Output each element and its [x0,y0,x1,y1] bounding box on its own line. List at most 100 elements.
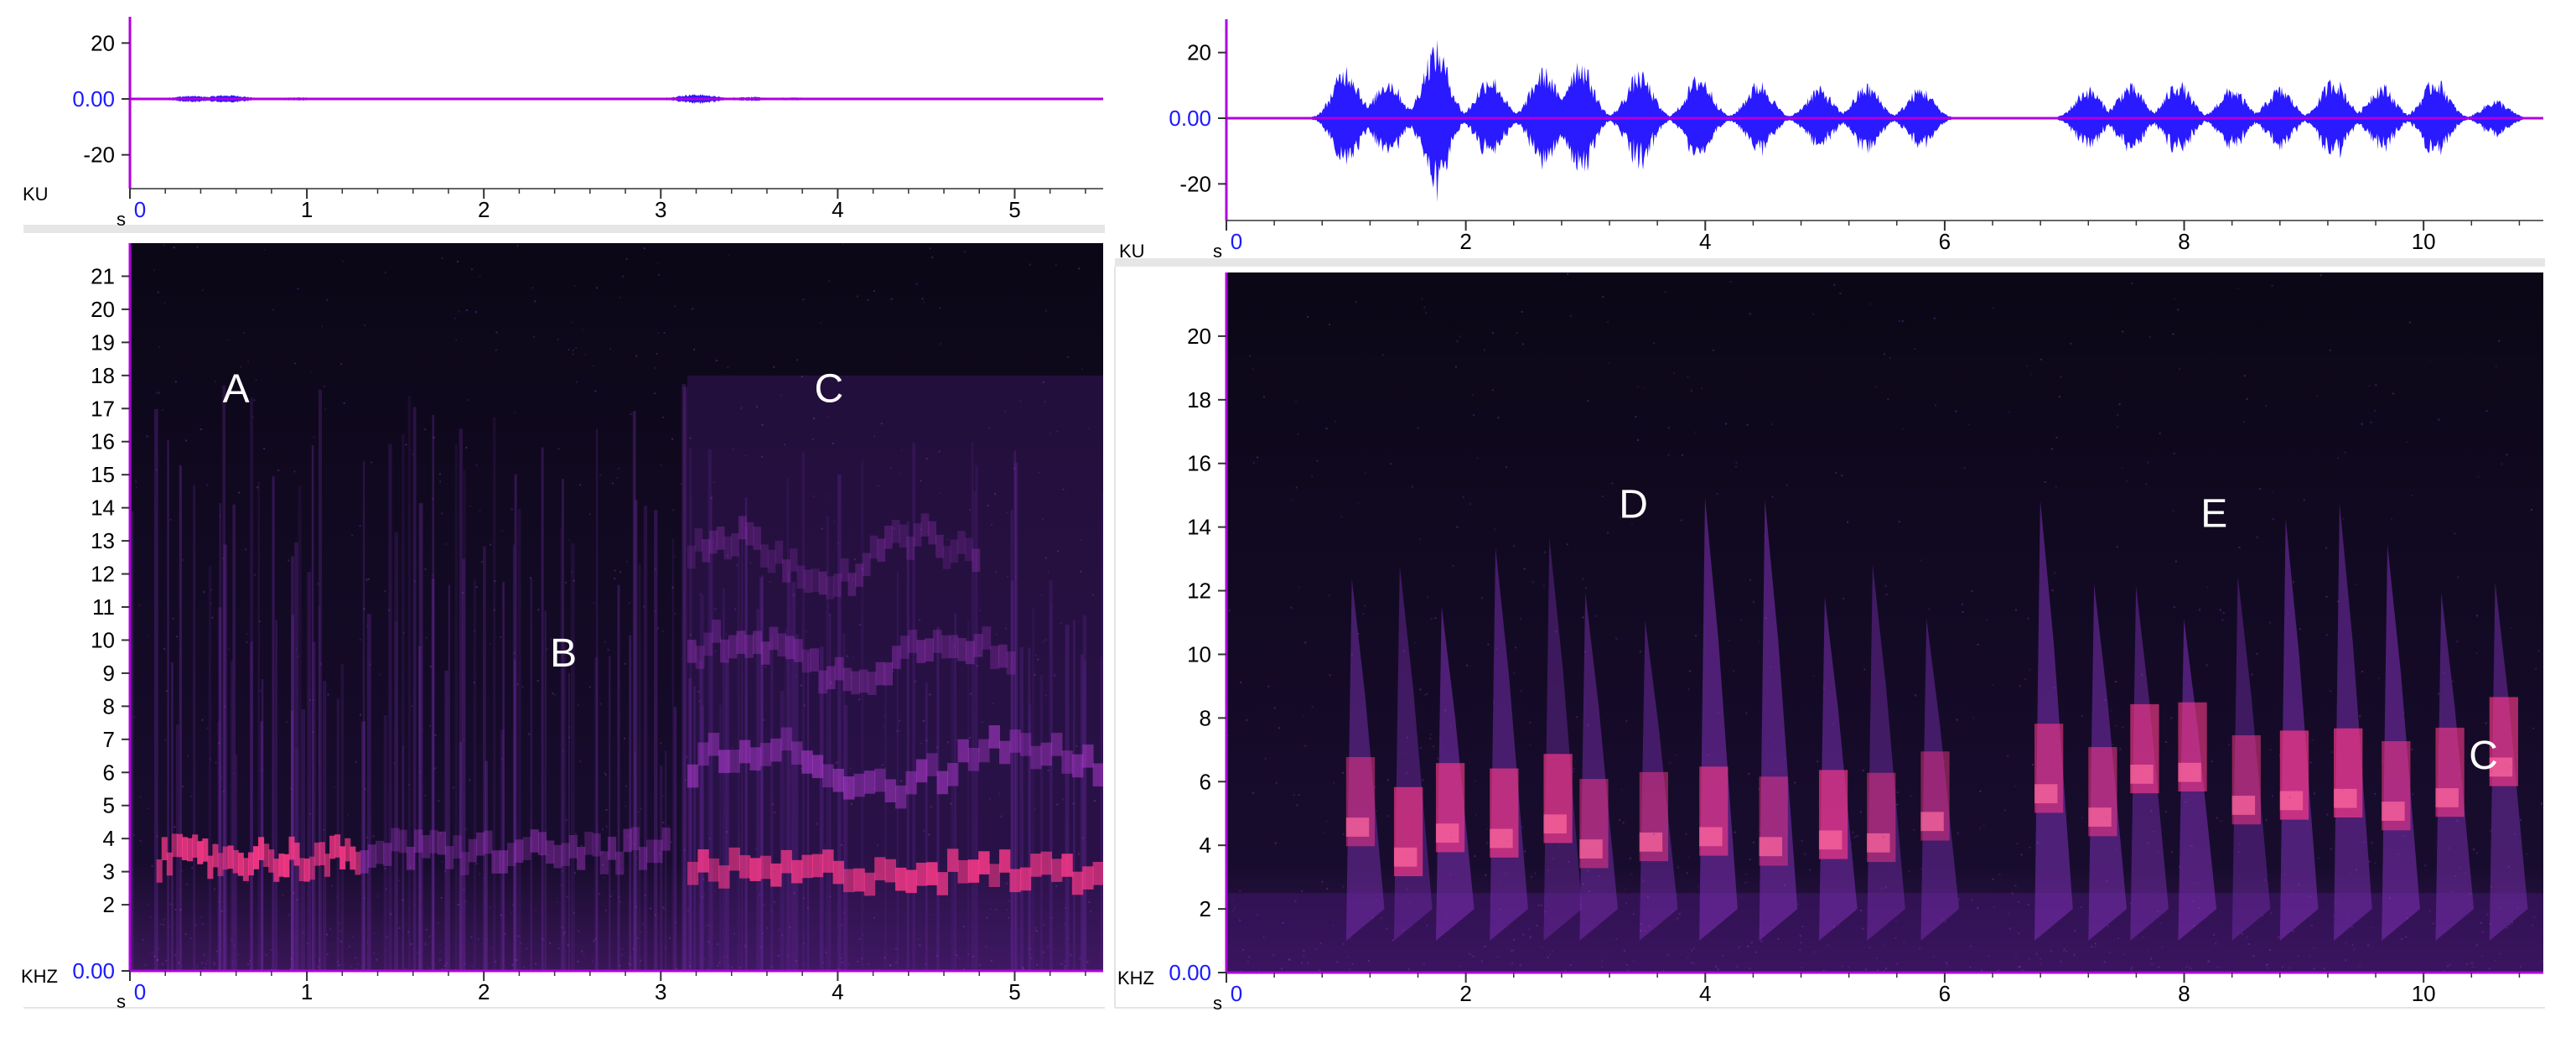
noise-speckle [938,450,941,453]
syllable-core [1543,814,1567,834]
noise-speckle [1879,791,1882,793]
noise-speckle [734,608,737,610]
harmonic-band [847,573,857,596]
noise-speckle [1882,836,1884,838]
noise-speckle [2508,865,2511,868]
noise-speckle [1887,398,1889,401]
harmonic-band [334,834,341,858]
transient-streak [632,411,636,971]
noise-speckle [219,516,221,518]
noise-speckle [1625,964,1628,967]
transient-streak [179,464,183,971]
noise-speckle [1495,647,1498,650]
noise-speckle [1247,960,1249,963]
syllable-core [1920,812,1944,832]
noise-speckle [464,828,467,830]
noise-speckle [1770,666,1772,668]
harmonic-band [355,851,361,875]
noise-speckle [2261,914,2263,916]
noise-speckle [1296,804,1298,807]
noise-speckle [490,906,492,909]
noise-speckle [251,416,254,418]
harmonic-band [687,764,699,788]
noise-speckle [986,916,988,919]
noise-speckle [620,953,623,956]
noise-speckle [1365,854,1367,857]
noise-speckle [1992,684,1994,687]
harmonic-band [702,538,711,563]
noise-speckle [373,932,376,935]
harmonic-band [537,832,547,855]
transient-streak [629,635,632,971]
noise-speckle [1029,874,1032,877]
noise-speckle [324,407,327,410]
noise-speckle [2044,480,2046,483]
harmonic-band [383,843,392,866]
transient-streak [193,485,196,971]
noise-speckle [2271,284,2273,287]
noise-speckle [2158,966,2160,968]
x-tick-label: 3 [655,979,666,1004]
noise-speckle [317,583,319,585]
noise-speckle [2494,959,2496,962]
noise-speckle [584,353,587,355]
noise-speckle [1619,516,1621,519]
noise-speckle [2469,893,2471,895]
x-tick-label: 6 [1939,229,1951,254]
noise-speckle [385,950,387,952]
noise-speckle [297,288,299,290]
noise-speckle [2480,921,2483,924]
noise-speckle [660,742,662,745]
noise-speckle [2156,910,2159,912]
noise-speckle [723,957,725,959]
noise-speckle [2288,967,2291,969]
noise-speckle [583,954,585,957]
harmonic-band [1009,729,1021,753]
noise-speckle [730,966,733,968]
transient-streak [884,664,887,971]
harmonic-band [429,830,438,854]
noise-speckle [2205,664,2208,667]
transient-streak [936,626,940,971]
noise-speckle [1068,880,1070,882]
noise-speckle [1832,722,1834,724]
noise-speckle [1739,895,1742,897]
noise-speckle [363,608,365,610]
noise-speckle [1721,954,1723,957]
harmonic-band [695,646,705,669]
syllable-core [1818,830,1843,850]
transient-streak [261,679,264,971]
harmonic-band [862,553,871,577]
harmonic-band [166,852,173,876]
noise-speckle [1615,636,1617,639]
harmonic-band [793,639,803,662]
noise-speckle [2115,724,2117,727]
noise-speckle [2439,786,2441,788]
harmonic-band [972,548,981,573]
noise-speckle [1298,793,1300,796]
noise-speckle [158,947,160,950]
harmonic-band [942,546,951,569]
noise-speckle [969,736,972,739]
transient-streak [219,502,221,971]
noise-speckle [1307,316,1309,319]
noise-speckle [2270,912,2273,915]
noise-speckle [630,957,633,959]
noise-speckle [1567,272,1569,275]
noise-speckle [537,609,540,611]
noise-speckle [1639,930,1641,932]
noise-speckle [1445,913,1448,916]
noise-speckle [484,877,486,880]
noise-speckle [969,509,972,511]
noise-speckle [1407,736,1409,739]
noise-speckle [2207,960,2210,963]
noise-speckle [812,495,815,497]
noise-speckle [1765,617,1767,620]
noise-speckle [1387,815,1390,817]
noise-speckle [2299,628,2301,630]
noise-speckle [480,561,483,563]
noise-speckle [196,246,199,248]
noise-speckle [852,656,854,658]
noise-speckle [535,909,537,911]
noise-speckle [593,940,595,942]
